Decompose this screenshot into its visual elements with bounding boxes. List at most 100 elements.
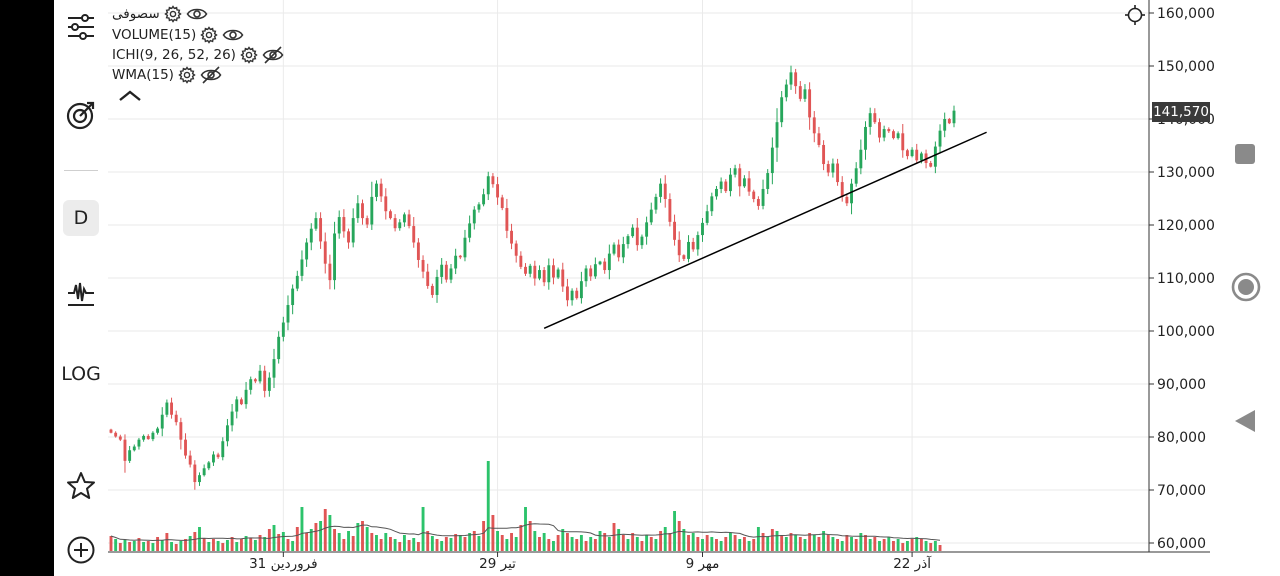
favorite-star-icon[interactable] (60, 468, 102, 504)
volume-bar (892, 541, 895, 551)
volume-bar (426, 531, 430, 551)
volume-bar (873, 537, 877, 551)
volume-bar (770, 529, 774, 551)
candle-body (873, 113, 877, 123)
gear-icon[interactable] (200, 26, 218, 44)
candle-body (160, 414, 164, 429)
volume-bar (859, 533, 863, 551)
volume-bar (831, 537, 835, 551)
candle-body (826, 164, 830, 173)
indicator-row-wma[interactable]: WMA(15) (112, 65, 222, 85)
candle-body (230, 411, 234, 426)
candle-body (570, 290, 574, 301)
candle-body (719, 181, 723, 189)
volume-bar (449, 538, 453, 551)
candle-body (528, 265, 532, 274)
candle-body (267, 377, 271, 391)
crosshair-target-icon[interactable] (1125, 5, 1145, 25)
candle-body (156, 428, 160, 433)
indicator-wave-icon[interactable] (60, 276, 102, 310)
candle-body (449, 268, 453, 280)
candle-body (780, 97, 784, 123)
candle-body (188, 455, 192, 465)
home-icon[interactable] (1231, 272, 1261, 306)
eye-off-icon[interactable] (262, 46, 284, 64)
candle-body (649, 209, 653, 223)
candle-body (682, 255, 686, 259)
collapse-indicators-button[interactable] (118, 86, 142, 106)
candle-body (319, 218, 323, 242)
back-icon[interactable] (1231, 406, 1259, 440)
eye-icon[interactable] (186, 6, 208, 22)
volume-bar (286, 539, 290, 551)
candle-body (710, 196, 714, 212)
volume-bar (267, 529, 271, 551)
eye-icon[interactable] (222, 27, 244, 43)
candle-body (207, 462, 211, 469)
y-tick-label: 110,000 (1157, 271, 1215, 287)
x-tick-label: 29 تیر (479, 556, 516, 572)
eye-off-icon[interactable] (200, 66, 222, 84)
candle-body (137, 439, 141, 447)
candle-body (761, 188, 765, 206)
candle-body (822, 144, 826, 165)
candle-body (905, 150, 909, 157)
last-price-tag: 141,570 (1152, 102, 1210, 122)
volume-bar (389, 537, 392, 551)
gear-icon[interactable] (240, 46, 258, 64)
candle-body (626, 236, 630, 245)
settings-sliders-icon[interactable] (60, 10, 102, 44)
volume-bar (174, 544, 178, 551)
candle-body (556, 269, 560, 278)
volume-bar (882, 539, 886, 551)
indicator-row-volume[interactable]: VOLUME(15) (112, 25, 244, 45)
candle-body (840, 182, 844, 197)
candle-body (342, 217, 346, 232)
volume-bar (412, 538, 416, 551)
volume-bar (822, 531, 826, 551)
candle-body (165, 402, 169, 415)
candle-body (128, 450, 132, 461)
volume-bar (230, 537, 234, 551)
y-tick-label: 160,000 (1157, 6, 1215, 22)
candle-body (645, 222, 649, 237)
candle-body (519, 255, 523, 267)
volume-bar (472, 531, 476, 551)
candle-body (333, 233, 337, 281)
candle-body (458, 255, 462, 258)
indicator-row-symbol[interactable]: سصوفی (112, 4, 208, 24)
candle-body (132, 446, 136, 451)
add-plus-icon[interactable] (60, 532, 102, 568)
volume-bar (361, 521, 364, 551)
timeframe-button[interactable]: D (63, 200, 99, 236)
candle-body (291, 288, 295, 306)
volume-bar (612, 523, 616, 551)
candle-body (752, 191, 756, 200)
candle-body (687, 241, 690, 259)
volume-bar (584, 541, 588, 551)
candle-body (114, 432, 118, 437)
volume-bar (477, 536, 481, 551)
candle-body (538, 270, 541, 279)
volume-bar (659, 531, 663, 551)
volume-bar (528, 521, 532, 551)
candle-body (337, 217, 341, 234)
gear-icon[interactable] (178, 66, 196, 84)
candle-body (389, 211, 392, 219)
x-tick-label: 22 آذر (893, 555, 932, 572)
price-chart[interactable]: 160,000150,000140,000130,000120,000110,0… (54, 0, 1218, 576)
recent-apps-icon[interactable] (1231, 140, 1259, 172)
volume-bar (905, 541, 909, 551)
log-scale-button[interactable]: LOG (60, 356, 102, 392)
volume-bar (924, 541, 928, 551)
indicator-row-ichimoku[interactable]: ICHI(9, 26, 52, 26) (112, 45, 284, 65)
candle-body (430, 285, 434, 295)
chevron-up-icon (119, 90, 141, 101)
candle-body (281, 322, 285, 337)
drawing-target-icon[interactable] (60, 96, 102, 134)
candle-body (659, 183, 663, 197)
volume-bar (333, 529, 337, 551)
gear-icon[interactable] (164, 5, 182, 23)
candle-body (701, 222, 704, 236)
candle-body (323, 241, 327, 264)
